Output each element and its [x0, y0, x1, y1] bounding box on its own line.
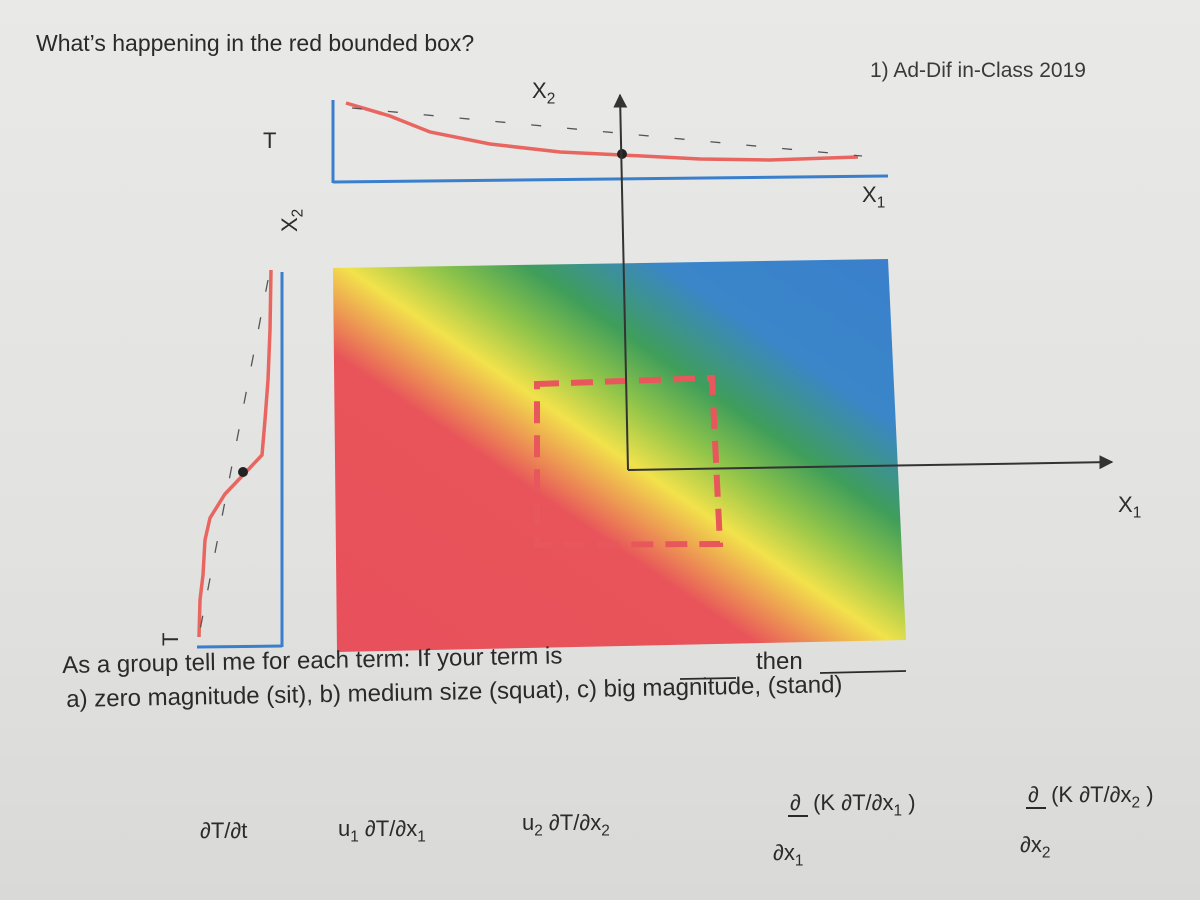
side-profile-point — [238, 467, 248, 477]
top-profile-x-axis — [332, 174, 889, 184]
top-x1-label: X1 — [862, 182, 886, 212]
top-x2-label: X2 — [532, 78, 556, 108]
term-dT-dt: ∂T/∂t — [200, 818, 248, 843]
top-profile-dashed-line — [351, 107, 863, 157]
red-bounded-box — [534, 374, 724, 549]
main-x1-label: X1 — [1118, 492, 1142, 522]
term4-partial: ∂ — [790, 790, 801, 815]
term5-denominator: ∂x2 — [1020, 832, 1051, 862]
temperature-field — [333, 259, 906, 652]
term4-numerator: ∂ (K ∂T/∂x1 ) — [790, 790, 916, 820]
top-profile-curve — [345, 101, 859, 162]
top-t-label: T — [263, 128, 277, 153]
term4-fraction-bar — [788, 815, 808, 817]
question-title: What’s happening in the red bounded box? — [36, 30, 475, 56]
x1-axis-arrow — [627, 455, 1114, 471]
reference-label: 1) Ad-Dif in-Class 2019 — [870, 59, 1086, 82]
term5-fraction-bar — [1026, 807, 1046, 809]
term5-numerator: ∂ (K ∂T/∂x2 ) — [1028, 782, 1154, 812]
term-u2-dTdx2: u2 ∂T/∂x2 — [522, 810, 610, 840]
side-profile-dashed-line — [199, 279, 269, 631]
term5-partial: ∂ — [1028, 782, 1039, 807]
side-profile-base — [196, 644, 283, 649]
blank-line-1 — [679, 677, 737, 680]
side-t-label: T — [158, 632, 183, 646]
instruction-then: then — [756, 648, 803, 675]
term-u1-dTdx1: u1 ∂T/∂x1 — [338, 816, 426, 846]
x2-axis-arrow — [613, 93, 629, 471]
side-x2-label: X2 — [277, 208, 307, 232]
side-profile-curve — [197, 269, 273, 638]
blank-line-2 — [819, 670, 907, 674]
term4-denominator: ∂x1 — [773, 840, 804, 870]
